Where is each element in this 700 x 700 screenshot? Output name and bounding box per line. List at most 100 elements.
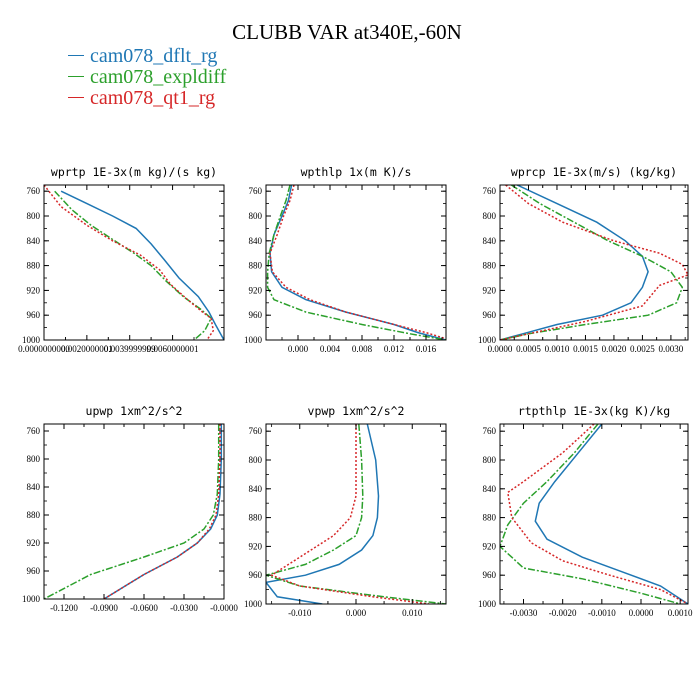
legend-item-dflt: cam078_dflt_rg [68, 46, 226, 67]
y-tick-label: 840 [27, 482, 41, 492]
y-tick-label: 800 [27, 211, 41, 221]
y-tick-label: 960 [27, 310, 41, 320]
series-line [44, 424, 220, 599]
x-tick-label: 0.0025 [630, 344, 655, 354]
y-tick-label: 920 [483, 285, 497, 295]
y-tick-label: 760 [483, 426, 497, 436]
y-tick-label: 880 [483, 261, 497, 271]
series-line [269, 424, 430, 604]
x-tick-label: 0.016 [416, 344, 437, 354]
y-tick-label: 960 [483, 310, 497, 320]
panel-title: upwp 1xm^2/s^2 [86, 404, 183, 418]
series-line [269, 185, 446, 340]
x-tick-label: -0.010 [288, 608, 312, 618]
legend-swatch [68, 55, 84, 56]
x-tick-label: 0.0000 [629, 608, 654, 618]
x-tick-label: 0.0005 [516, 344, 541, 354]
x-tick-label: 0.000 [346, 608, 367, 618]
y-tick-label: 880 [249, 513, 263, 523]
y-tick-label: 920 [483, 541, 497, 551]
panel-3: wprcp 1E-3x(m/s) (kg/kg) 760 800 840 880 920 9… [478, 165, 689, 354]
y-tick-label: 840 [27, 236, 41, 246]
plot-frame [43, 423, 225, 600]
figure-title: CLUBB VAR at340E,-60N [232, 20, 462, 44]
x-tick-label: 0.0000 [488, 344, 513, 354]
series-line [500, 185, 688, 340]
legend-item-qt1: cam078_qt1_rg [68, 88, 226, 109]
y-tick-label: 800 [27, 454, 41, 464]
panel-2: wpthlp 1x(m K)/s 760 800 840 880 920 960 1000 0.… [244, 165, 447, 354]
series-line [266, 185, 446, 340]
x-tick-label: -0.0030 [510, 608, 538, 618]
plot-frame [499, 423, 689, 605]
x-tick-label: 0.0020000001 [61, 344, 113, 354]
y-tick-label: 760 [27, 426, 41, 436]
series-line [103, 424, 223, 599]
y-tick-label: 800 [483, 455, 497, 465]
series-line [44, 185, 215, 340]
panel-title: rtpthlp 1E-3x(kg K)/kg [518, 404, 670, 418]
x-tick-label: -0.0000 [210, 603, 238, 613]
y-tick-label: 880 [27, 510, 41, 520]
x-tick-label: -0.0020 [549, 608, 577, 618]
y-tick-label: 1000 [478, 335, 497, 345]
x-tick-label: -0.0900 [90, 603, 118, 613]
y-tick-label: 840 [249, 484, 263, 494]
y-tick-label: 920 [27, 285, 41, 295]
y-tick-label: 800 [249, 211, 263, 221]
legend-swatch [68, 97, 84, 98]
series-line [500, 185, 684, 340]
y-tick-label: 1000 [22, 335, 41, 345]
legend-item-expldiff: cam078_expldiff [68, 67, 226, 88]
panel-6: rtpthlp 1E-3x(kg K)/kg 760 800 840 880 920 960… [478, 404, 693, 618]
y-tick-label: 920 [27, 538, 41, 548]
x-tick-label: -0.1200 [50, 603, 78, 613]
panel-4: upwp 1xm^2/s^2 760 800 840 880 920 960 1000 -0.1… [22, 404, 238, 613]
y-tick-label: 920 [249, 541, 263, 551]
y-tick-label: 960 [249, 310, 263, 320]
x-tick-label: 0.0010 [545, 344, 570, 354]
panel-title: wpthlp 1x(m K)/s [301, 165, 412, 179]
plot-frame [43, 184, 225, 341]
y-tick-label: 840 [483, 484, 497, 494]
y-tick-label: 1000 [244, 335, 263, 345]
series-line [103, 424, 221, 599]
x-tick-label: 0.004 [320, 344, 341, 354]
y-tick-label: 1000 [22, 594, 41, 604]
series-line [54, 190, 213, 340]
plot-frame [265, 184, 447, 341]
series-line [269, 185, 446, 340]
plot-frame [499, 184, 689, 341]
x-tick-label: 0.0010 [668, 608, 693, 618]
y-tick-label: 960 [483, 570, 497, 580]
x-tick-label: 0.000 [288, 344, 309, 354]
series-line [500, 185, 649, 340]
panel-title: wprtp 1E-3x(m kg)/(s kg) [51, 165, 217, 179]
x-tick-label: 0.0039999999 [104, 344, 156, 354]
x-tick-label: -0.0010 [588, 608, 616, 618]
x-tick-label: 0.0030 [659, 344, 684, 354]
series-line [534, 424, 688, 604]
y-tick-label: 1000 [478, 599, 497, 609]
x-tick-label: -0.0300 [170, 603, 198, 613]
y-tick-label: 960 [27, 566, 41, 576]
series-line [60, 190, 224, 340]
panel-title: vpwp 1xm^2/s^2 [308, 404, 405, 418]
x-tick-label: 0.0020 [602, 344, 627, 354]
series-line [506, 424, 688, 604]
x-tick-label: -0.0600 [130, 603, 158, 613]
y-tick-label: 880 [249, 261, 263, 271]
panel-title: wprcp 1E-3x(m/s) (kg/kg) [511, 165, 677, 179]
y-tick-label: 800 [249, 455, 263, 465]
x-tick-label: 0.012 [384, 344, 404, 354]
y-tick-label: 800 [483, 211, 497, 221]
x-tick-label: 0.0000000000 [18, 344, 70, 354]
y-tick-label: 1000 [244, 599, 263, 609]
series-line [266, 424, 446, 604]
panel-5: vpwp 1xm^2/s^2 760 800 840 880 920 960 1000 -0.0… [244, 404, 447, 618]
x-tick-label: 0.0060000001 [147, 344, 199, 354]
y-tick-label: 840 [483, 236, 497, 246]
y-tick-label: 760 [249, 426, 263, 436]
y-tick-label: 920 [249, 285, 263, 295]
